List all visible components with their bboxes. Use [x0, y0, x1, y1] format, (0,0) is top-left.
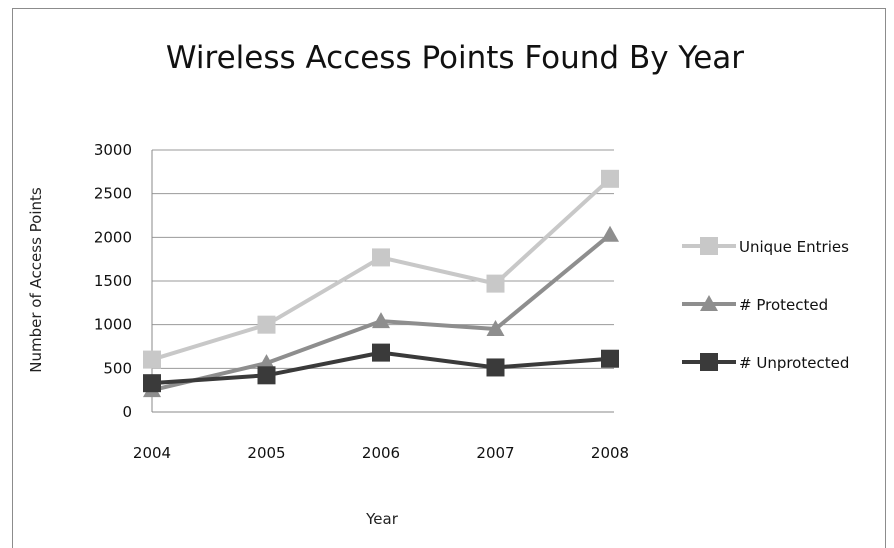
legend-label: # Unprotected	[739, 354, 849, 372]
data-point	[486, 274, 505, 293]
series-2	[143, 343, 619, 393]
data-point	[601, 169, 619, 188]
data-point	[486, 320, 505, 337]
y-axis-title: Number of Access Points	[27, 187, 45, 373]
legend-item: # Unprotected	[682, 353, 849, 372]
x-axis-title: Year	[365, 510, 399, 528]
x-tick-label: 2005	[247, 444, 285, 462]
series-lines	[143, 169, 619, 398]
legend-label: Unique Entries	[739, 238, 849, 256]
gridlines	[151, 149, 614, 413]
legend-marker	[700, 295, 718, 311]
data-point	[257, 354, 276, 371]
legend-marker	[700, 237, 718, 255]
data-point	[372, 248, 390, 267]
data-point	[143, 350, 161, 369]
data-point	[601, 225, 619, 242]
legend-marker	[700, 353, 718, 371]
legend-item: # Protected	[682, 295, 828, 314]
chart-title: Wireless Access Points Found By Year	[166, 40, 744, 76]
y-tick-label: 2500	[94, 185, 132, 203]
data-point	[601, 349, 619, 368]
x-axis-ticks: 2004 2005 2006 2007 2008	[133, 444, 629, 462]
legend-label: # Protected	[739, 296, 828, 314]
x-tick-label: 2007	[476, 444, 514, 462]
x-tick-label: 2006	[362, 444, 400, 462]
y-tick-label: 1500	[94, 272, 132, 290]
line-chart: Wireless Access Points Found By Year 0 50…	[27, 40, 849, 528]
data-point	[143, 374, 161, 393]
legend: Unique Entries # Protected # Unprotected	[682, 237, 849, 372]
y-tick-label: 500	[103, 359, 132, 377]
y-tick-label: 2000	[94, 228, 132, 246]
data-point	[372, 312, 390, 329]
y-tick-label: 3000	[94, 141, 132, 159]
y-tick-label: 0	[122, 403, 132, 421]
data-point	[372, 343, 390, 362]
legend-item: Unique Entries	[682, 237, 849, 256]
data-point	[257, 366, 276, 385]
data-point	[486, 358, 505, 377]
y-axis-ticks: 0 500 1000 1500 2000 2500 3000	[94, 141, 132, 421]
chart-frame	[12, 8, 886, 548]
data-point	[257, 315, 276, 334]
y-tick-label: 1000	[94, 316, 132, 334]
series-0	[143, 169, 619, 369]
x-tick-label: 2004	[133, 444, 171, 462]
x-tick-label: 2008	[591, 444, 629, 462]
series-line	[151, 177, 612, 362]
